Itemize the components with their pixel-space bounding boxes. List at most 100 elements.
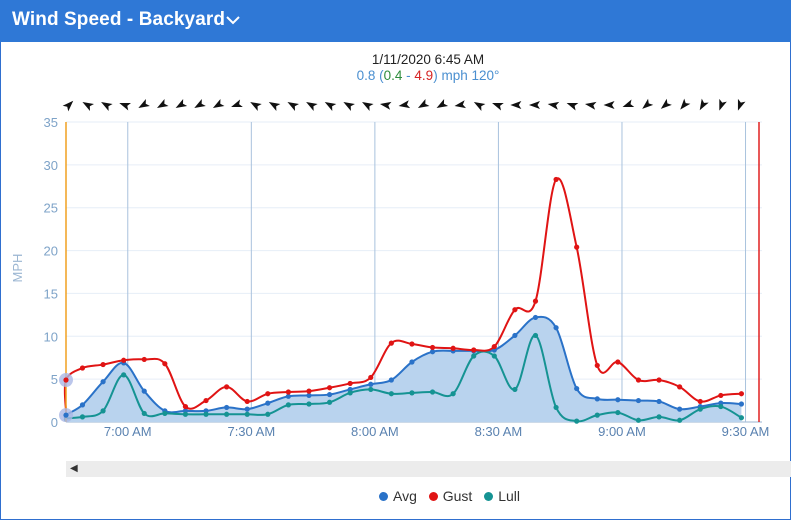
widget-title: Wind Speed - Backyard — [12, 9, 226, 30]
legend-lull-label: Lull — [498, 488, 521, 504]
wind-direction-arrow-icon — [584, 101, 597, 110]
legend-avg-dot-icon — [378, 492, 388, 501]
x-tick-label: 8:30 AM — [475, 424, 523, 439]
gust-point — [203, 397, 209, 404]
avg-point — [594, 396, 600, 402]
wind-direction-arrow-icon — [362, 102, 374, 111]
legend-item-avg[interactable]: Avg — [378, 488, 417, 504]
gust-point — [471, 347, 477, 353]
avg-point — [615, 397, 621, 403]
gust-point — [450, 345, 456, 351]
readout-values: 0.8 (0.4 - 4.9) mph 120° — [0, 68, 791, 83]
wind-arrow-shape — [62, 100, 74, 112]
y-tick-label: 5 — [51, 372, 58, 387]
wind-arrow-shape — [119, 102, 131, 111]
wind-direction-arrow-icon — [719, 98, 727, 111]
gust-point — [553, 176, 559, 183]
lull-point — [182, 411, 189, 417]
wind-arrow-shape — [436, 99, 449, 108]
lull-point — [244, 411, 250, 417]
gust-point — [306, 388, 312, 394]
avg-point — [141, 388, 147, 394]
avg-point — [532, 314, 539, 321]
avg-point — [677, 406, 683, 412]
gust-point — [697, 398, 703, 405]
wind-arrow-shape — [547, 101, 560, 110]
lull-point — [121, 372, 127, 378]
lull-point — [203, 411, 209, 417]
readout-paren-open: ( — [379, 68, 384, 83]
wind-speed-chart[interactable]: 0 5 10 15 20 25 30 35 MPH 7:00 AM 7:30 AM 8:00 AM 8:… — [0, 0, 791, 460]
wind-direction-arrow-icon — [306, 102, 318, 111]
legend-gust-label: Gust — [442, 488, 473, 504]
lull-point — [347, 390, 353, 396]
gust-point — [100, 361, 106, 368]
gust-point — [368, 374, 374, 381]
gust-point — [574, 244, 580, 250]
wind-arrow-shape — [138, 99, 150, 108]
wind-arrow-shape — [680, 98, 691, 110]
wind-arrow-shape — [194, 99, 206, 108]
wind-arrow-shape — [379, 101, 392, 110]
y-tick-label: 35 — [44, 115, 58, 130]
avg-point — [429, 349, 436, 355]
gust-point — [532, 298, 539, 304]
hover-readout: 1/11/2020 6:45 AM 0.8 (0.4 - 4.9) mph 12… — [0, 52, 791, 83]
avg-point — [368, 381, 374, 387]
x-tick-label: 7:00 AM — [104, 424, 152, 439]
wind-direction-arrow-icon — [454, 100, 467, 109]
avg-point — [326, 391, 333, 398]
wind-direction-arrow-icon — [62, 100, 74, 112]
gust-point — [244, 398, 250, 405]
wind-arrow-shape — [719, 98, 727, 111]
legend-item-lull[interactable]: Lull — [484, 488, 520, 504]
wind-arrow-shape — [306, 102, 318, 111]
avg-point — [306, 392, 312, 399]
y-axis-label: MPH — [10, 254, 25, 283]
wind-direction-arrow-icon — [175, 99, 188, 108]
x-tick-label: 9:30 AM — [722, 424, 770, 439]
wind-arrow-shape — [660, 98, 672, 109]
legend-lull-dot-icon — [484, 492, 494, 501]
chevron-down-icon[interactable] — [224, 11, 242, 29]
lull-point — [718, 403, 724, 410]
lull-point — [471, 353, 477, 359]
wind-arrow-shape — [584, 101, 597, 110]
wind-arrow-shape — [82, 102, 94, 111]
wind-direction-arrow-icon — [398, 100, 411, 109]
legend-item-gust[interactable]: Gust — [428, 488, 473, 504]
time-scrollbar[interactable]: ◀ — [66, 461, 791, 477]
avg-point — [79, 402, 86, 408]
widget-header[interactable]: Wind Speed - Backyard — [0, 0, 791, 42]
wind-arrow-shape — [473, 102, 486, 111]
lull-point — [224, 411, 230, 417]
gust-point — [656, 377, 662, 383]
lull-point — [594, 412, 600, 418]
wind-direction-arrow-icon — [268, 102, 281, 111]
lull-point — [265, 411, 271, 417]
scroll-left-icon[interactable]: ◀ — [70, 463, 78, 474]
wind-direction-arrow-icon — [101, 102, 113, 111]
y-tick-label: 15 — [44, 286, 58, 301]
avg-point — [63, 412, 69, 418]
lull-point — [738, 415, 745, 421]
wind-arrow-shape — [603, 101, 615, 109]
wind-arrow-shape — [528, 101, 540, 109]
wind-arrow-shape — [324, 102, 337, 111]
avg-point — [224, 404, 230, 411]
wind-direction-arrow-icon — [212, 99, 225, 108]
gust-point — [409, 341, 415, 347]
gust-point — [429, 344, 436, 351]
legend-gust-dot-icon — [428, 492, 438, 501]
lull-point — [491, 353, 497, 359]
lull-point — [162, 410, 168, 417]
gust-point — [677, 384, 683, 390]
wind-direction-arrow-icon — [492, 102, 504, 111]
gust-point — [388, 340, 394, 346]
wind-direction-arrow-icon — [603, 101, 615, 109]
avg-point — [656, 398, 662, 405]
lull-point — [306, 401, 312, 407]
gust-point — [285, 389, 291, 395]
wind-direction-arrow-icon — [119, 102, 131, 111]
wind-direction-arrow-icon — [660, 98, 672, 109]
